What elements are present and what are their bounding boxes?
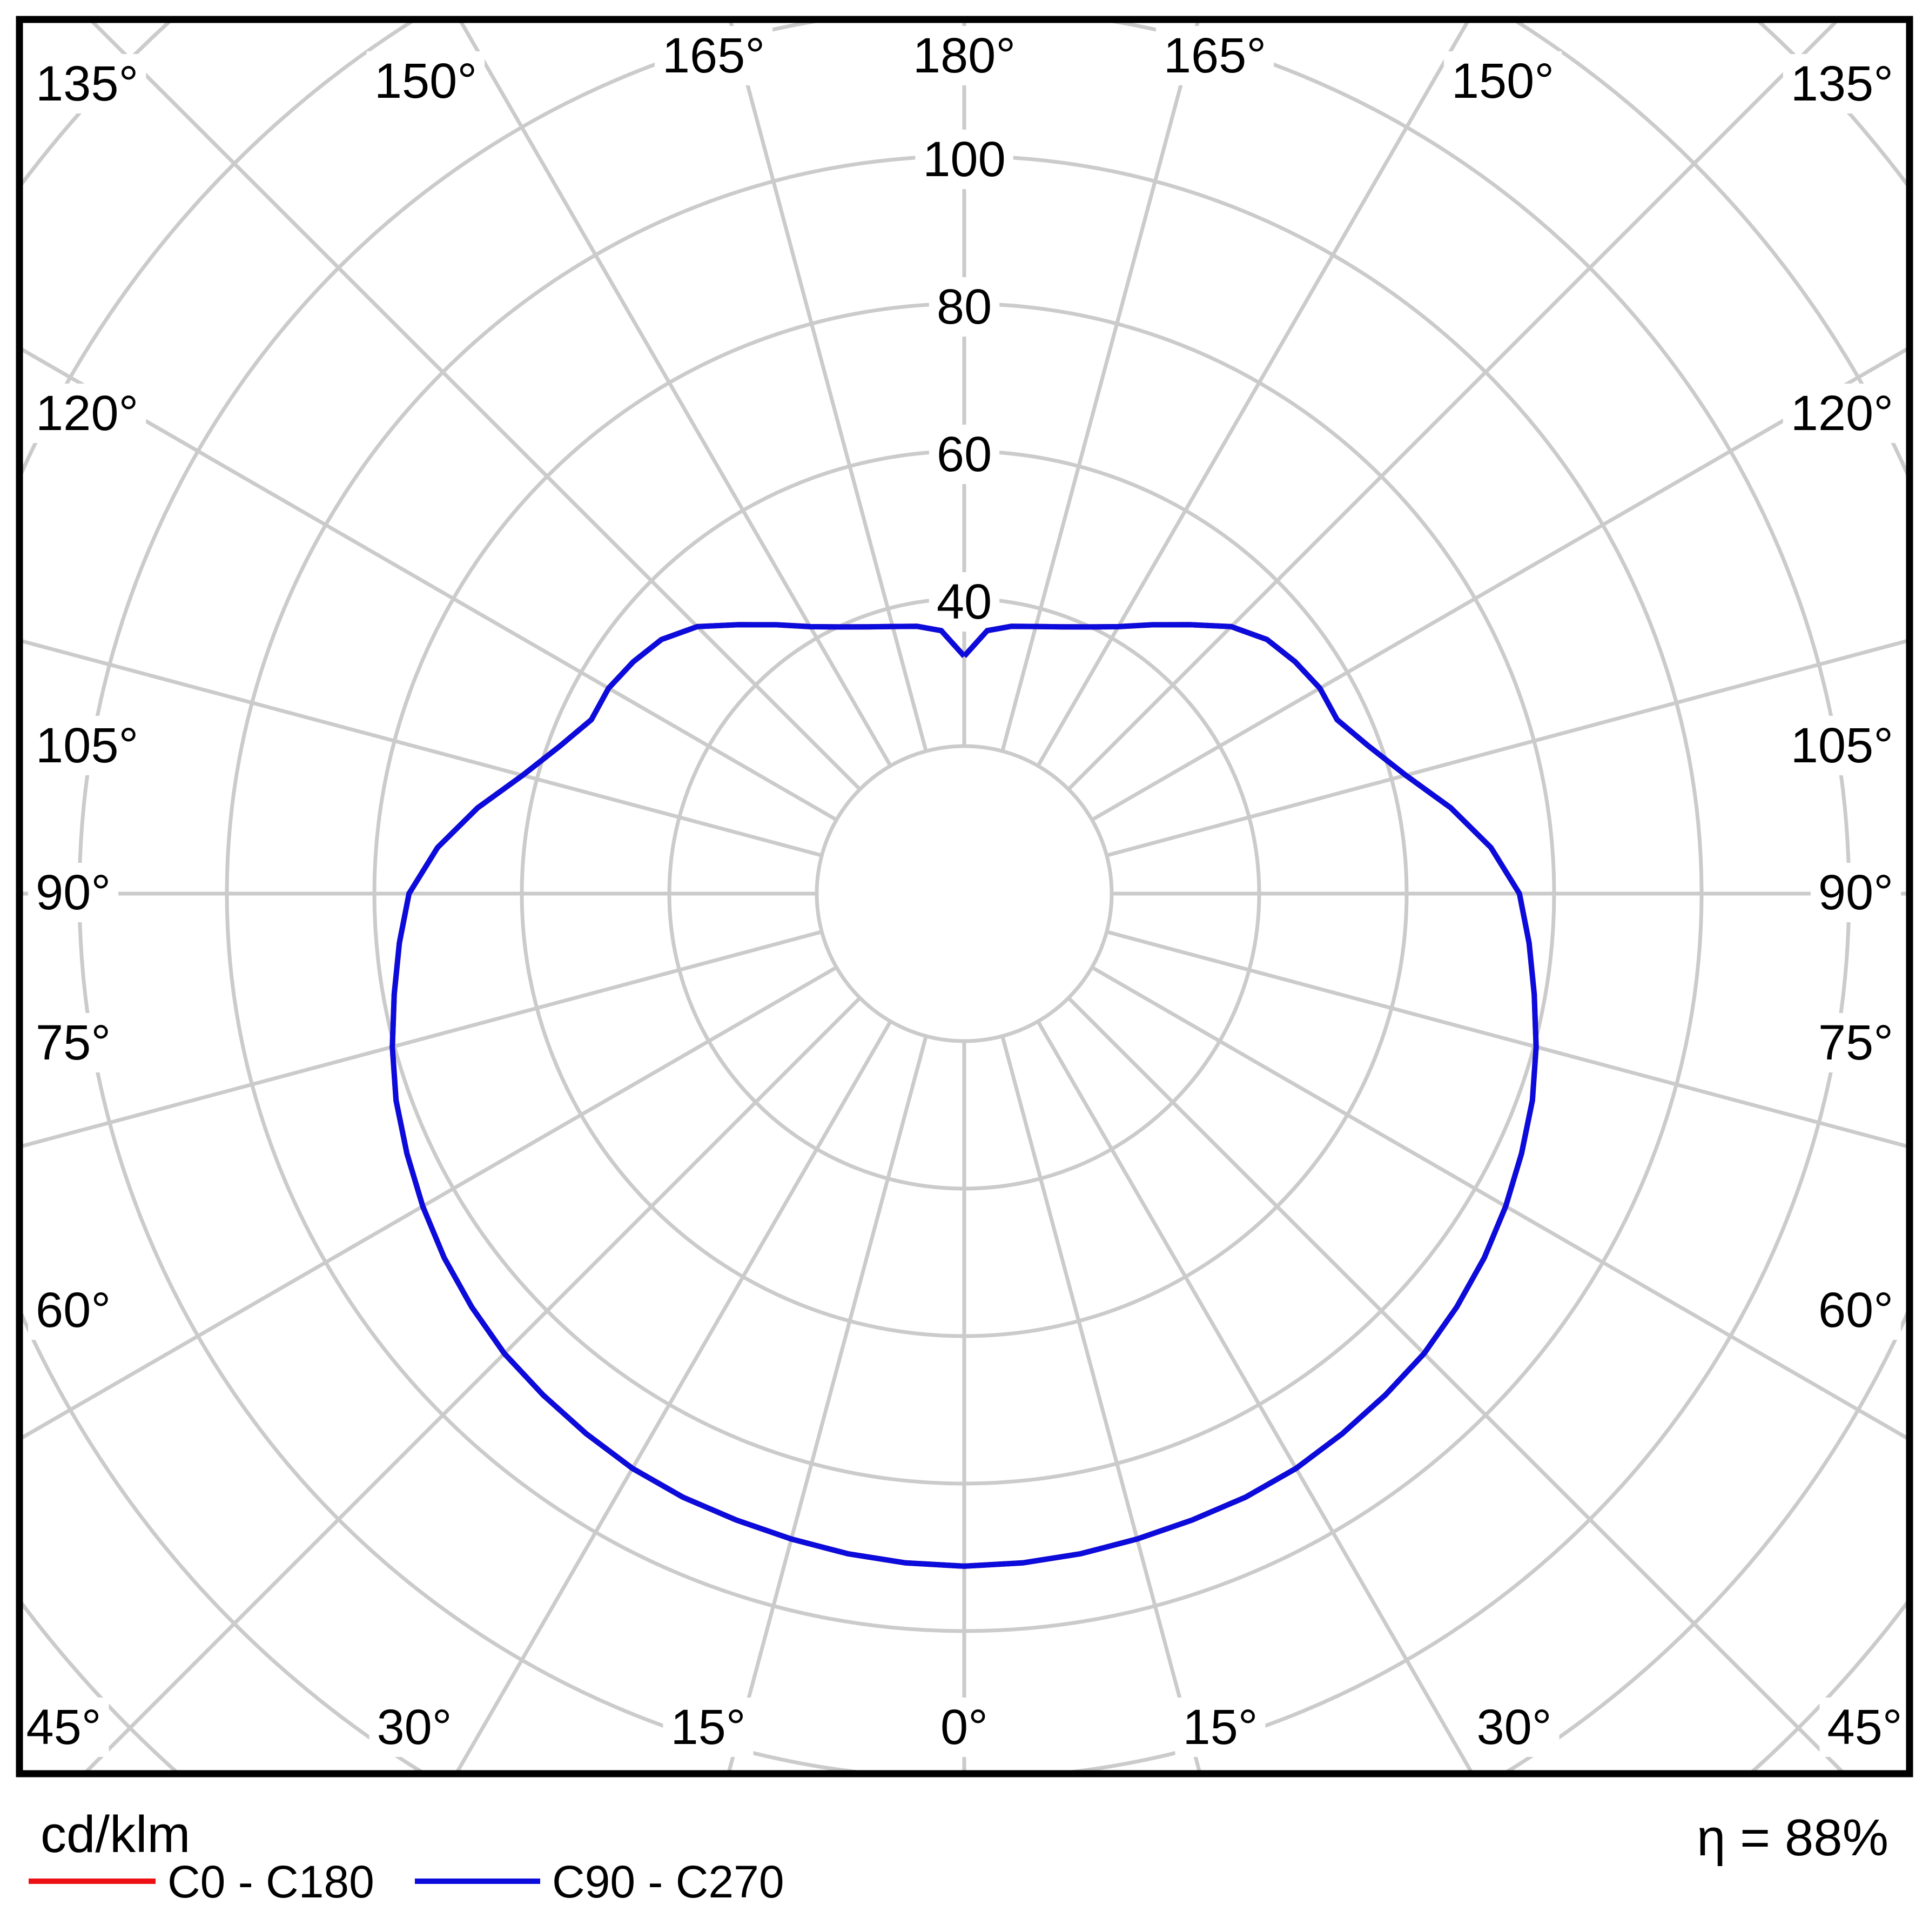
angle-label-60deg-16-bg (1810, 1280, 1901, 1340)
grid-spoke-120 (1091, 347, 1906, 822)
angle-label-150deg-3-bg (366, 51, 485, 111)
angle-label-45deg-18: 45° (1827, 1700, 1902, 1755)
legend-label-c90-c270: C90 - C270 (552, 1856, 784, 1907)
value-label-80-bg (929, 277, 1000, 337)
angle-label-165deg-2: 165° (1164, 28, 1266, 83)
angle-label-0deg-23: 0° (940, 1700, 988, 1755)
value-label-100-bg (915, 130, 1013, 189)
value-label-40-bg (929, 572, 1000, 632)
angle-label-15deg-21-bg (663, 1698, 754, 1757)
grid-spoke-330 (455, 1020, 892, 1770)
angle-label-60deg-16: 60° (1818, 1283, 1893, 1338)
angle-label-150deg-4-bg (1443, 51, 1562, 111)
grid-spoke-345 (727, 1035, 928, 1770)
grid-spoke-300 (23, 965, 838, 1440)
grid-spoke-285 (23, 930, 823, 1148)
value-label-100: 100 (923, 132, 1006, 187)
angle-label-90deg-12-bg (1810, 863, 1901, 922)
value-label-60-bg (929, 425, 1000, 484)
angle-label-75deg-14: 75° (1818, 1015, 1893, 1070)
plot-border (16, 16, 1913, 1777)
grid-spoke-45 (1067, 996, 1844, 1770)
angle-label-0deg-23-bg (933, 1698, 996, 1757)
angle-label-165deg-2-bg (1155, 26, 1274, 85)
angle-label-105deg-10-bg (1783, 716, 1901, 775)
value-label-60: 60 (937, 427, 992, 482)
grid-spoke-225 (91, 23, 862, 791)
angle-label-120deg-7-bg (28, 384, 146, 443)
angle-label-60deg-15-bg (28, 1280, 119, 1340)
angle-label-105deg-9: 105° (36, 718, 138, 773)
angle-label-105deg-10: 105° (1791, 718, 1893, 773)
unit-label: cd/klm (41, 1806, 190, 1863)
grid-spoke-135 (1067, 23, 1838, 791)
angle-label-75deg-13-bg (28, 1013, 119, 1072)
label-backgrounds (18, 26, 1910, 1757)
angle-label-45deg-18-bg (1819, 1698, 1910, 1757)
angle-label-15deg-22: 15° (1182, 1700, 1258, 1755)
grid-circle-20 (815, 744, 1114, 1043)
value-label-80: 80 (937, 279, 992, 334)
bottom-caption-area: cd/klm η = 88% C0 - C180 C90 - C270 (29, 1806, 1888, 1907)
grid-spoke-315 (85, 996, 862, 1770)
grid-spoke-105 (1106, 639, 1906, 857)
grid-spoke-150 (1036, 23, 1469, 767)
angle-label-15deg-21: 15° (670, 1700, 745, 1755)
grid-spoke-210 (459, 23, 892, 767)
grid-spoke-75 (1106, 930, 1906, 1148)
angle-label-165deg-1: 165° (662, 28, 765, 83)
efficiency-label: η = 88% (1697, 1809, 1888, 1867)
angle-label-60deg-15: 60° (36, 1283, 111, 1338)
legend-label-c0-c180: C0 - C180 (167, 1856, 374, 1907)
value-label-40: 40 (937, 574, 992, 629)
angle-label-180deg-0: 180° (913, 28, 1016, 83)
angle-label-120deg-8: 120° (1791, 386, 1893, 441)
intensity-curves (389, 622, 1539, 1569)
grid-spoke-60 (1091, 965, 1906, 1440)
angle-label-150deg-3: 150° (374, 53, 477, 109)
axis-labels: 180° 165° 165° 150° 150° 135° 135° 120° 120° 105°… (26, 28, 1902, 1755)
angle-label-75deg-14-bg (1810, 1013, 1901, 1072)
angle-label-90deg-11-bg (28, 863, 119, 922)
grid-spoke-15 (1000, 1035, 1201, 1770)
angle-label-30deg-20-bg (1469, 1698, 1560, 1757)
angle-label-180deg-0-bg (905, 26, 1024, 85)
grid-spoke-255 (23, 639, 823, 857)
angle-label-135deg-6: 135° (1791, 56, 1893, 111)
angle-label-150deg-4: 150° (1451, 53, 1554, 109)
angle-label-120deg-8-bg (1783, 384, 1901, 443)
angle-label-90deg-11: 90° (36, 865, 111, 920)
grid-spoke-30 (1036, 1020, 1473, 1770)
angle-label-15deg-22-bg (1175, 1698, 1266, 1757)
angle-label-90deg-12: 90° (1818, 865, 1893, 920)
grid-spoke-240 (23, 347, 838, 822)
angle-label-120deg-7: 120° (36, 386, 138, 441)
angle-label-135deg-6-bg (1783, 54, 1901, 113)
angle-label-165deg-1-bg (654, 26, 773, 85)
angle-label-30deg-20: 30° (1476, 1700, 1551, 1755)
angle-label-30deg-19-bg (369, 1698, 460, 1757)
angle-label-45deg-17-bg (18, 1698, 109, 1757)
angle-label-135deg-5-bg (28, 54, 146, 113)
legend: C0 - C180 C90 - C270 (29, 1856, 784, 1907)
curve-C90-C270 (389, 622, 1539, 1569)
angle-label-135deg-5: 135° (36, 56, 138, 111)
angle-label-45deg-17: 45° (26, 1700, 101, 1755)
angle-label-30deg-19: 30° (377, 1700, 452, 1755)
angle-label-105deg-9-bg (28, 716, 146, 775)
angle-label-75deg-13: 75° (36, 1015, 111, 1070)
